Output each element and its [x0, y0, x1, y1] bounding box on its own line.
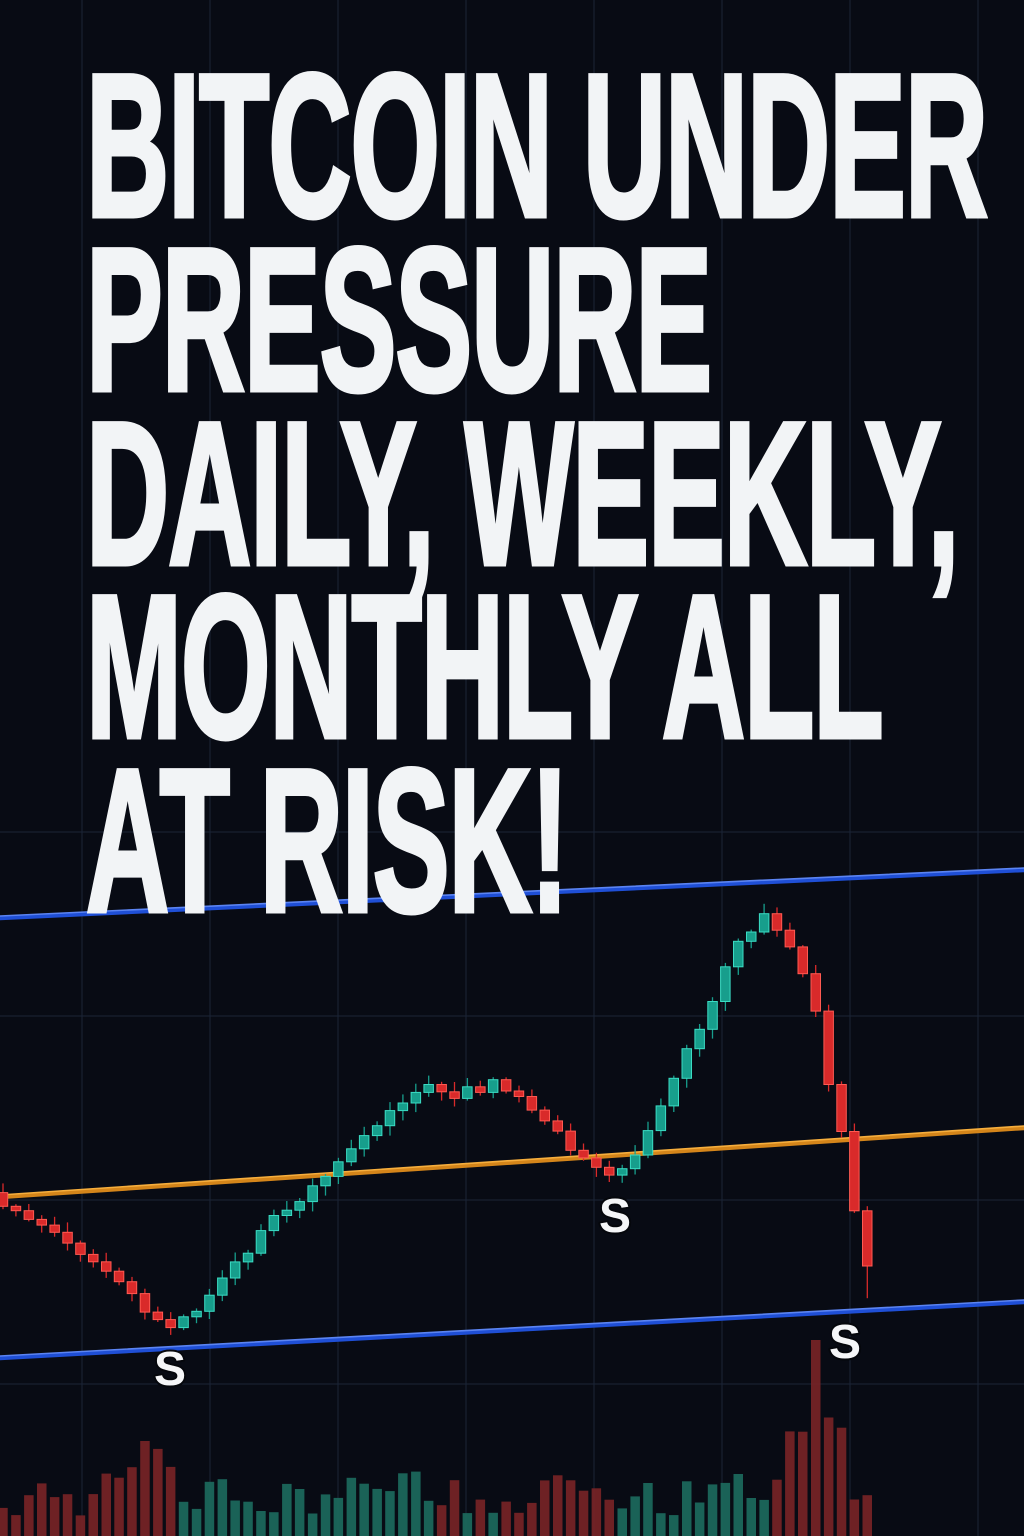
svg-text:S: S: [829, 1316, 861, 1369]
svg-text:S: S: [154, 1343, 186, 1396]
svg-text:S: S: [599, 1190, 631, 1243]
